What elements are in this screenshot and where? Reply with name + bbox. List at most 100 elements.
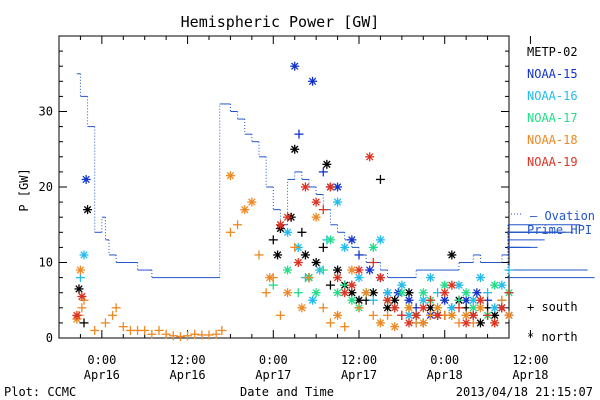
north-marker-noaa-19 (411, 310, 421, 320)
north-marker-noaa-18 (311, 212, 321, 222)
north-marker-noaa-16 (354, 273, 364, 283)
north-marker-noaa-18 (475, 303, 485, 313)
south-marker-noaa-18 (225, 227, 235, 237)
y-tick-label: 30 (39, 105, 53, 119)
north-marker-noaa-18 (297, 303, 307, 313)
x-tick-date: Apr18 (512, 368, 548, 382)
south-marker-noaa-18 (290, 242, 300, 252)
south-marker-noaa-15 (294, 129, 304, 139)
south-marker-noaa-18 (383, 310, 393, 320)
legend-marker-north: * north (527, 330, 578, 344)
north-marker-noaa-18 (418, 318, 428, 328)
south-marker-noaa-16 (368, 295, 378, 305)
north-marker-noaa-15 (472, 288, 482, 298)
north-marker-noaa-19 (347, 280, 357, 290)
x-tick-date: Apr18 (427, 368, 463, 382)
north-marker-noaa-16 (333, 197, 343, 207)
north-marker-noaa-17 (368, 242, 378, 252)
y-tick-labels: 0 10 20 30 (39, 105, 53, 346)
south-marker-noaa-18 (354, 303, 364, 313)
north-marker-noaa-16 (283, 227, 293, 237)
north-marker-noaa-18 (504, 310, 514, 320)
north-marker-noaa-18 (447, 310, 457, 320)
north-marker-noaa-19 (375, 273, 385, 283)
north-marker-metp-02 (300, 250, 310, 260)
south-marker-noaa-19 (483, 310, 493, 320)
south-marker-noaa-18 (79, 295, 89, 305)
north-marker-noaa-19 (404, 318, 414, 328)
south-marker-noaa-18 (161, 329, 171, 339)
north-marker-noaa-19 (490, 318, 500, 328)
north-marker-noaa-18 (361, 288, 371, 298)
south-marker-metp-02 (268, 235, 278, 245)
north-marker-noaa-16 (497, 280, 507, 290)
north-marker-noaa-17 (397, 288, 407, 298)
north-marker-noaa-19 (497, 303, 507, 313)
north-marker-noaa-19 (300, 182, 310, 192)
south-marker-metp-02 (297, 227, 307, 237)
north-marker-metp-02 (333, 265, 343, 275)
y-tick-label: 10 (39, 256, 53, 270)
north-marker-noaa-18 (75, 265, 85, 275)
south-marker-noaa-18 (318, 303, 328, 313)
south-marker-noaa-18 (340, 322, 350, 332)
south-marker-noaa-17 (318, 265, 328, 275)
north-marker-noaa-19 (440, 288, 450, 298)
north-marker-noaa-17 (490, 280, 500, 290)
south-marker-noaa-16 (504, 265, 514, 275)
x-tick-time: 0:00 (87, 353, 116, 367)
north-marker-noaa-15 (308, 76, 318, 86)
chart-title: Hemispheric Power [GW] (181, 13, 380, 31)
north-marker-noaa-16 (490, 303, 500, 313)
north-marker-noaa-19 (283, 212, 293, 222)
south-marker-noaa-18 (77, 303, 87, 313)
x-tick-date: Apr17 (255, 368, 291, 382)
footer-right: 2013/04/18 21:15:07 (456, 385, 593, 399)
south-marker-noaa-18 (111, 303, 121, 313)
north-marker-noaa-19 (293, 258, 303, 267)
north-marker-metp-02 (74, 284, 84, 294)
north-marker-noaa-17 (311, 288, 321, 298)
north-marker-noaa-19 (72, 310, 82, 320)
north-marker-noaa-17 (418, 288, 428, 298)
north-marker-noaa-16 (418, 295, 428, 305)
north-marker-noaa-19 (311, 197, 321, 207)
observation-markers (72, 61, 514, 341)
north-marker-noaa-16 (425, 273, 435, 283)
south-marker-noaa-15 (318, 167, 328, 177)
south-marker-noaa-19 (454, 303, 464, 313)
south-marker-noaa-19 (368, 258, 378, 267)
north-marker-metp-02 (290, 144, 300, 154)
south-marker-noaa-18 (304, 273, 314, 283)
north-marker-noaa-16 (375, 235, 385, 245)
x-tick-time: 12:00 (512, 353, 548, 367)
north-marker-noaa-16 (475, 273, 485, 283)
north-marker-metp-02 (311, 258, 321, 267)
north-marker-noaa-17 (461, 288, 471, 298)
north-marker-noaa-15 (365, 265, 375, 275)
y-tick-label: 0 (46, 331, 53, 345)
south-marker-noaa-18 (154, 325, 164, 335)
south-marker-noaa-16 (75, 273, 85, 283)
north-marker-noaa-17 (468, 303, 478, 313)
north-marker-noaa-15 (81, 174, 91, 184)
north-marker-noaa-19 (433, 310, 443, 320)
south-marker-noaa-18 (254, 250, 264, 260)
south-marker-noaa-17 (268, 280, 278, 290)
south-marker-metp-02 (79, 318, 89, 328)
south-marker-noaa-18 (90, 325, 100, 335)
north-marker-noaa-16 (397, 280, 407, 290)
north-marker-noaa-16 (383, 288, 393, 298)
north-marker-metp-02 (273, 250, 283, 260)
north-marker-noaa-15 (290, 61, 300, 71)
legend-noaa-17: NOAA-17 (527, 111, 578, 125)
north-marker-noaa-17 (325, 235, 335, 245)
north-marker-metp-02 (347, 288, 357, 298)
legend-noaa-15: NOAA-15 (527, 67, 578, 81)
north-marker-noaa-19 (333, 273, 343, 283)
north-marker-noaa-15 (404, 295, 414, 305)
y-axis-label: P [GW] (17, 168, 31, 211)
north-marker-noaa-18 (225, 171, 235, 181)
north-marker-noaa-18 (390, 322, 400, 332)
south-marker-noaa-18 (268, 273, 278, 283)
